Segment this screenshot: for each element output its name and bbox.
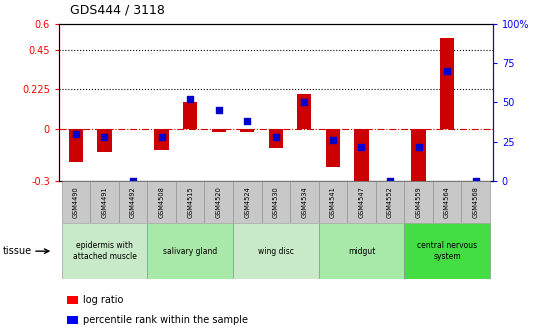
- Point: [357, 144, 366, 150]
- Bar: [233, 223, 319, 279]
- Bar: [440, 38, 454, 129]
- Bar: [240, 129, 254, 132]
- Bar: [176, 181, 204, 223]
- Point: [72, 131, 81, 137]
- Text: wing disc: wing disc: [258, 247, 294, 256]
- Text: salivary gland: salivary gland: [163, 247, 217, 256]
- Bar: [290, 181, 319, 223]
- Point: [414, 144, 423, 150]
- Text: GSM4520: GSM4520: [216, 186, 222, 218]
- Bar: [461, 181, 490, 223]
- Point: [328, 138, 337, 143]
- Point: [157, 134, 166, 140]
- Bar: [404, 181, 433, 223]
- Bar: [183, 101, 197, 129]
- Bar: [62, 223, 147, 279]
- Text: GSM4508: GSM4508: [158, 186, 165, 218]
- Bar: [269, 129, 283, 148]
- Point: [129, 179, 138, 184]
- Point: [100, 134, 109, 140]
- Bar: [262, 181, 290, 223]
- Bar: [376, 181, 404, 223]
- Bar: [319, 181, 347, 223]
- Text: GSM4490: GSM4490: [73, 186, 79, 218]
- Text: GSM4524: GSM4524: [244, 186, 250, 218]
- Text: GSM4547: GSM4547: [358, 186, 365, 218]
- Bar: [119, 181, 147, 223]
- Bar: [233, 181, 262, 223]
- Bar: [404, 223, 490, 279]
- Text: GSM4492: GSM4492: [130, 186, 136, 218]
- Bar: [155, 129, 169, 150]
- Bar: [319, 223, 404, 279]
- Bar: [62, 181, 90, 223]
- Text: central nervous
system: central nervous system: [417, 242, 477, 261]
- Bar: [97, 129, 111, 152]
- Point: [471, 179, 480, 184]
- Text: GSM4552: GSM4552: [387, 186, 393, 218]
- Point: [214, 108, 223, 113]
- Text: GSM4568: GSM4568: [473, 186, 479, 218]
- Point: [271, 134, 280, 140]
- Text: tissue: tissue: [3, 246, 32, 256]
- Point: [186, 97, 195, 102]
- Bar: [412, 129, 426, 180]
- Text: GSM4491: GSM4491: [101, 186, 108, 218]
- Point: [385, 179, 394, 184]
- Text: GSM4541: GSM4541: [330, 186, 336, 218]
- Text: GSM4534: GSM4534: [301, 186, 307, 218]
- Bar: [297, 94, 311, 129]
- Text: epidermis with
attached muscle: epidermis with attached muscle: [73, 242, 137, 261]
- Bar: [67, 316, 78, 324]
- Point: [243, 119, 252, 124]
- Text: GDS444 / 3118: GDS444 / 3118: [70, 4, 165, 17]
- Bar: [326, 129, 340, 167]
- Bar: [69, 129, 83, 162]
- Text: GSM4530: GSM4530: [273, 186, 279, 218]
- Bar: [147, 181, 176, 223]
- Text: GSM4564: GSM4564: [444, 186, 450, 218]
- Bar: [147, 223, 233, 279]
- Text: log ratio: log ratio: [83, 295, 123, 305]
- Text: midgut: midgut: [348, 247, 375, 256]
- Text: GSM4515: GSM4515: [187, 186, 193, 218]
- Text: percentile rank within the sample: percentile rank within the sample: [83, 315, 248, 325]
- Bar: [212, 129, 226, 132]
- Bar: [347, 181, 376, 223]
- Bar: [354, 129, 368, 180]
- Text: GSM4559: GSM4559: [416, 186, 422, 218]
- Bar: [90, 181, 119, 223]
- Point: [442, 68, 451, 74]
- Bar: [433, 181, 461, 223]
- Bar: [67, 296, 78, 304]
- Point: [300, 100, 309, 105]
- Bar: [204, 181, 233, 223]
